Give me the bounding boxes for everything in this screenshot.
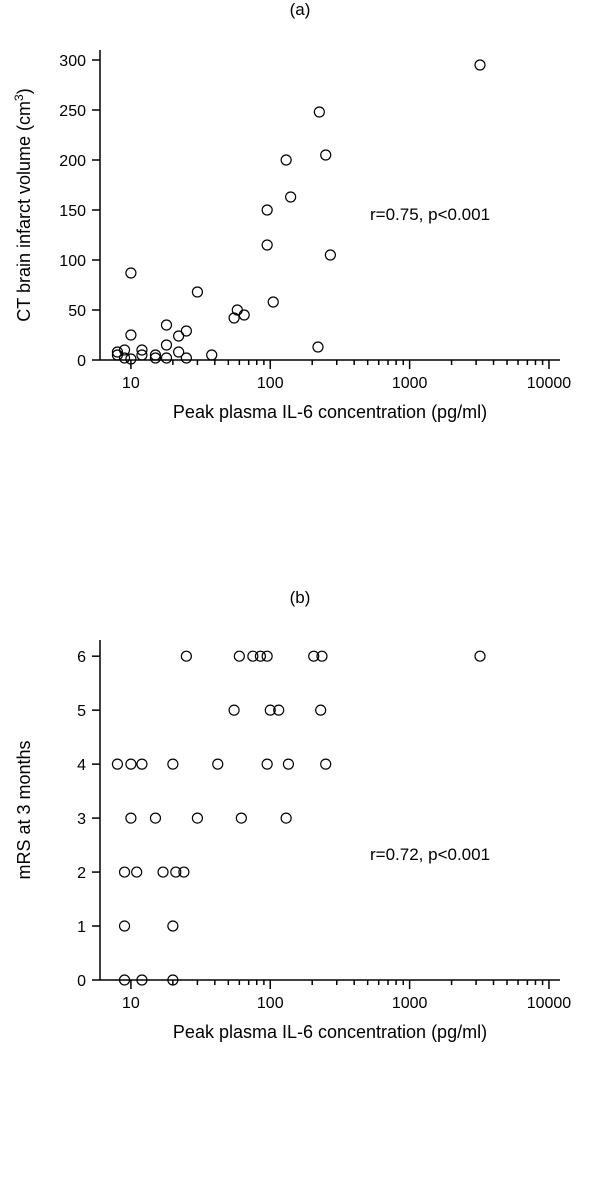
y-tick-label: 6 [77, 649, 86, 666]
x-tick-label: 10000 [527, 995, 572, 1012]
y-tick-label: 5 [77, 703, 86, 720]
data-point [120, 867, 130, 877]
panel-a: 10 100 1000 10000 0 50 100 150 200 250 300 Peak pla… [0, 30, 600, 450]
data-point [112, 759, 122, 769]
panel-b-label: (b) [0, 588, 600, 608]
data-point [283, 759, 293, 769]
data-point [126, 813, 136, 823]
stats-annotation: r=0.75, p<0.001 [370, 205, 490, 224]
x-tick-label: 100 [257, 375, 284, 392]
y-tick-label: 50 [68, 303, 86, 320]
x-tick-label: 1000 [392, 375, 428, 392]
y-tick-label: 0 [77, 353, 86, 370]
panel-b-svg: 10 100 1000 10000 0 1 2 3 4 5 6 Peak plasma IL-6 co… [0, 620, 600, 1080]
panel-a-label: (a) [0, 0, 600, 20]
x-tick-label: 10000 [527, 375, 572, 392]
data-point [168, 759, 178, 769]
data-point [161, 320, 171, 330]
y-tick-label: 1 [77, 919, 86, 936]
data-point [236, 813, 246, 823]
data-point [126, 330, 136, 340]
data-point [137, 759, 147, 769]
x-tick-label: 1000 [392, 995, 428, 1012]
data-point [316, 705, 326, 715]
y-tick-label: 3 [77, 811, 86, 828]
data-point [234, 651, 244, 661]
data-point [321, 759, 331, 769]
data-point [268, 297, 278, 307]
y-tick-label: 300 [59, 53, 86, 70]
data-point [213, 759, 223, 769]
y-tick-label: 100 [59, 253, 86, 270]
y-tick-label: 150 [59, 203, 86, 220]
data-point [132, 867, 142, 877]
data-point [313, 342, 323, 352]
y-axis-title: mRS at 3 months [14, 740, 34, 879]
data-point [168, 921, 178, 931]
y-tick-label: 250 [59, 103, 86, 120]
data-point [262, 651, 272, 661]
data-point [281, 813, 291, 823]
y-axis-title: CT brain infarct volume (cm3) [12, 88, 34, 321]
y-tick-label: 2 [77, 865, 86, 882]
x-tick-label: 10 [122, 995, 140, 1012]
data-point [262, 240, 272, 250]
data-point [239, 310, 249, 320]
panel-a-plot: 10 100 1000 10000 0 50 100 150 200 250 300 Peak pla… [12, 50, 571, 422]
data-point [281, 155, 291, 165]
x-axis-title: Peak plasma IL-6 concentration (pg/ml) [173, 1022, 487, 1042]
data-point [181, 353, 191, 363]
data-point [475, 651, 485, 661]
data-point [120, 921, 130, 931]
y-tick-label: 4 [77, 757, 86, 774]
stats-annotation: r=0.72, p<0.001 [370, 845, 490, 864]
data-point [161, 353, 171, 363]
y-tick-label: 200 [59, 153, 86, 170]
data-point [475, 60, 485, 70]
data-point [207, 350, 217, 360]
data-point [150, 813, 160, 823]
data-point [262, 205, 272, 215]
data-point [314, 107, 324, 117]
data-point [161, 340, 171, 350]
panel-b: 10 100 1000 10000 0 1 2 3 4 5 6 Peak plasma IL-6 co… [0, 620, 600, 1080]
data-point [192, 813, 202, 823]
x-tick-label: 10 [122, 375, 140, 392]
data-point [192, 287, 202, 297]
data-point [325, 250, 335, 260]
data-point [181, 651, 191, 661]
x-axis-title: Peak plasma IL-6 concentration (pg/ml) [173, 402, 487, 422]
data-point [181, 326, 191, 336]
data-point [158, 867, 168, 877]
panel-a-svg: 10 100 1000 10000 0 50 100 150 200 250 300 Peak pla… [0, 30, 600, 450]
data-point [262, 759, 272, 769]
data-point [229, 705, 239, 715]
panel-b-plot: 10 100 1000 10000 0 1 2 3 4 5 6 Peak plasma IL-6 co… [14, 640, 571, 1042]
data-point [321, 150, 331, 160]
data-point [126, 759, 136, 769]
data-point [286, 192, 296, 202]
y-tick-label: 0 [77, 973, 86, 990]
x-tick-label: 100 [257, 995, 284, 1012]
data-point [126, 268, 136, 278]
